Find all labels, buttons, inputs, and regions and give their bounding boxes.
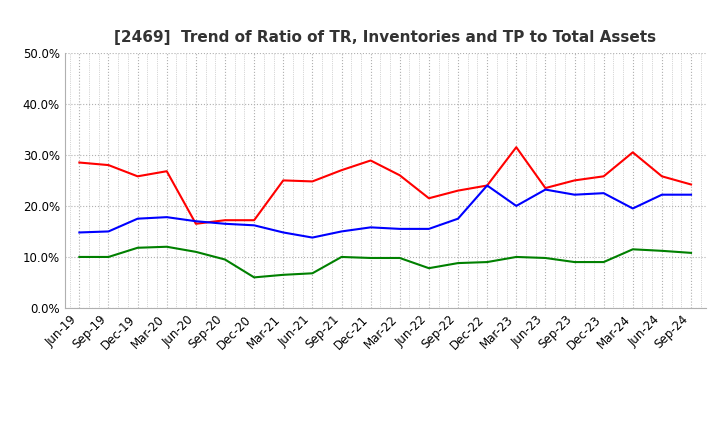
Trade Receivables (163, 169, 171, 174)
Inventories (250, 223, 258, 228)
Trade Receivables (570, 178, 579, 183)
Inventories (512, 203, 521, 209)
Inventories (687, 192, 696, 197)
Inventories (425, 226, 433, 231)
Trade Receivables (250, 217, 258, 223)
Trade Payables (657, 248, 666, 253)
Trade Payables (279, 272, 287, 278)
Trade Payables (599, 260, 608, 265)
Trade Payables (104, 254, 113, 260)
Trade Receivables (133, 174, 142, 179)
Line: Trade Payables: Trade Payables (79, 247, 691, 277)
Trade Payables (541, 255, 550, 260)
Trade Payables (250, 275, 258, 280)
Trade Receivables (308, 179, 317, 184)
Inventories (570, 192, 579, 197)
Trade Payables (308, 271, 317, 276)
Inventories (163, 215, 171, 220)
Trade Receivables (599, 174, 608, 179)
Trade Receivables (425, 196, 433, 201)
Inventories (75, 230, 84, 235)
Line: Inventories: Inventories (79, 186, 691, 238)
Inventories (279, 230, 287, 235)
Trade Receivables (395, 172, 404, 178)
Trade Receivables (541, 185, 550, 191)
Trade Receivables (483, 183, 492, 188)
Trade Payables (75, 254, 84, 260)
Trade Payables (425, 266, 433, 271)
Line: Trade Receivables: Trade Receivables (79, 147, 691, 224)
Inventories (657, 192, 666, 197)
Trade Payables (395, 255, 404, 260)
Trade Payables (512, 254, 521, 260)
Trade Payables (163, 244, 171, 249)
Trade Payables (192, 249, 200, 254)
Inventories (366, 225, 375, 230)
Inventories (454, 216, 462, 221)
Trade Receivables (454, 188, 462, 193)
Trade Payables (483, 260, 492, 265)
Trade Receivables (687, 182, 696, 187)
Trade Payables (366, 255, 375, 260)
Trade Payables (337, 254, 346, 260)
Inventories (220, 221, 229, 227)
Inventories (337, 229, 346, 234)
Inventories (599, 191, 608, 196)
Trade Payables (133, 245, 142, 250)
Inventories (308, 235, 317, 240)
Trade Payables (687, 250, 696, 256)
Inventories (192, 219, 200, 224)
Trade Receivables (192, 221, 200, 227)
Trade Payables (454, 260, 462, 266)
Trade Receivables (657, 174, 666, 179)
Trade Receivables (279, 178, 287, 183)
Inventories (133, 216, 142, 221)
Trade Receivables (75, 160, 84, 165)
Trade Receivables (366, 158, 375, 163)
Inventories (629, 206, 637, 211)
Trade Payables (629, 247, 637, 252)
Trade Receivables (629, 150, 637, 155)
Trade Payables (220, 257, 229, 262)
Trade Receivables (512, 145, 521, 150)
Inventories (483, 183, 492, 188)
Trade Receivables (104, 162, 113, 168)
Inventories (104, 229, 113, 234)
Trade Receivables (220, 217, 229, 223)
Trade Payables (570, 260, 579, 265)
Inventories (541, 187, 550, 192)
Inventories (395, 226, 404, 231)
Trade Receivables (337, 168, 346, 173)
Title: [2469]  Trend of Ratio of TR, Inventories and TP to Total Assets: [2469] Trend of Ratio of TR, Inventories… (114, 29, 656, 45)
